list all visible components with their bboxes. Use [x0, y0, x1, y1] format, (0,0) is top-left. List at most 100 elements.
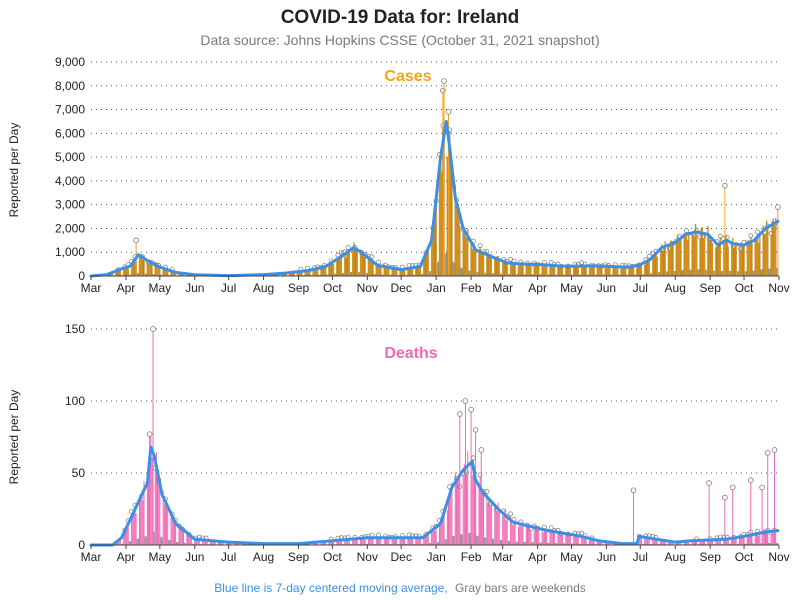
cases-bar [458, 207, 460, 277]
cases-bar [644, 264, 646, 277]
deaths-bar [353, 537, 355, 545]
cases-bar [441, 171, 443, 277]
deaths-bar [672, 541, 674, 545]
cases-bar [506, 263, 508, 277]
deaths-bar [125, 526, 127, 545]
deaths-spike-marker [706, 480, 712, 486]
cases-point-marker [755, 229, 761, 235]
cases-bar [735, 242, 737, 277]
cases-bar [521, 264, 523, 277]
cases-bar [334, 273, 336, 276]
deaths-bar [198, 538, 200, 545]
cases-bar [144, 273, 146, 276]
deaths-bar [131, 513, 133, 545]
cases-bar [508, 274, 510, 276]
cases-bar [548, 274, 550, 276]
cases-bar [358, 272, 360, 276]
cases-y-tick-label: 2,000 [55, 221, 85, 235]
cases-bar [437, 261, 439, 276]
cases-bar [697, 269, 699, 276]
deaths-bar [365, 543, 367, 545]
cases-y-tick-label: 9,000 [55, 55, 85, 69]
cases-bar [465, 238, 468, 277]
deaths-bar [162, 490, 164, 545]
cases-bar [772, 218, 774, 277]
deaths-bar [467, 451, 469, 545]
cases-bar [314, 270, 317, 277]
deaths-bar [513, 520, 515, 545]
deaths-bar [117, 541, 119, 545]
deaths-bar [558, 532, 560, 545]
deaths-bar [692, 540, 694, 545]
cases-bar [615, 267, 618, 277]
deaths-bar [406, 543, 408, 545]
cases-point-marker [345, 245, 351, 251]
deaths-bar [222, 541, 224, 545]
deaths-bar [469, 532, 471, 545]
deaths-bar [441, 524, 443, 545]
deaths-bar [219, 542, 221, 545]
deaths-bar [547, 542, 549, 545]
deaths-bar [417, 537, 419, 545]
deaths-bar [647, 538, 649, 545]
cases-bar [397, 274, 399, 276]
deaths-bar [539, 542, 541, 545]
cases-bar [468, 270, 470, 276]
cases-bar [535, 265, 538, 277]
deaths-bar [325, 540, 327, 545]
cases-y-tick-label: 3,000 [55, 198, 85, 212]
cases-bar [709, 239, 711, 277]
cases-bar [128, 274, 130, 276]
cases-bar [456, 206, 459, 277]
cases-bar [485, 272, 487, 276]
deaths-bar [741, 536, 743, 545]
deaths-bar [567, 535, 569, 545]
deaths-bar [354, 538, 356, 545]
cases-bar [680, 239, 682, 277]
cases-x-tick-label: Mar [492, 281, 513, 295]
cases-bar [773, 225, 776, 277]
deaths-bar [189, 535, 191, 545]
cases-bar [685, 232, 688, 277]
cases-bar [338, 259, 340, 277]
cases-bar [761, 269, 763, 276]
deaths-bar [742, 536, 744, 545]
deaths-bar [576, 536, 578, 545]
deaths-bar [593, 538, 595, 545]
cases-bar [160, 274, 162, 276]
deaths-bar [528, 524, 530, 545]
deaths-bar [196, 539, 198, 545]
deaths-bar [536, 530, 538, 545]
deaths-bar [608, 542, 610, 545]
cases-bar [462, 231, 464, 277]
deaths-bar [380, 537, 382, 545]
cases-bar [628, 267, 630, 277]
deaths-bar [716, 539, 718, 545]
deaths-bar [737, 543, 739, 545]
deaths-bar [178, 527, 180, 545]
deaths-bar [461, 534, 463, 545]
cases-bar [637, 265, 639, 277]
deaths-bar [591, 539, 593, 545]
cases-bar [601, 267, 603, 277]
cases-bar [771, 221, 773, 277]
cases-bar [572, 274, 574, 276]
cases-spike-marker [440, 87, 446, 94]
deaths-bar [132, 512, 134, 545]
deaths-bar [501, 540, 503, 545]
deaths-bar [194, 540, 196, 545]
deaths-bar [202, 539, 204, 545]
cases-bar [505, 264, 507, 277]
deaths-bar [640, 536, 642, 545]
cases-bar [551, 265, 553, 277]
deaths-bar [331, 540, 333, 545]
deaths-bar [442, 512, 444, 545]
deaths-bar [531, 542, 533, 545]
deaths-bar [482, 493, 485, 545]
cases-bar [318, 274, 320, 276]
deaths-bar [180, 524, 182, 545]
cases-bar [480, 253, 482, 277]
deaths-bar [487, 503, 489, 545]
deaths-bar [568, 532, 570, 545]
